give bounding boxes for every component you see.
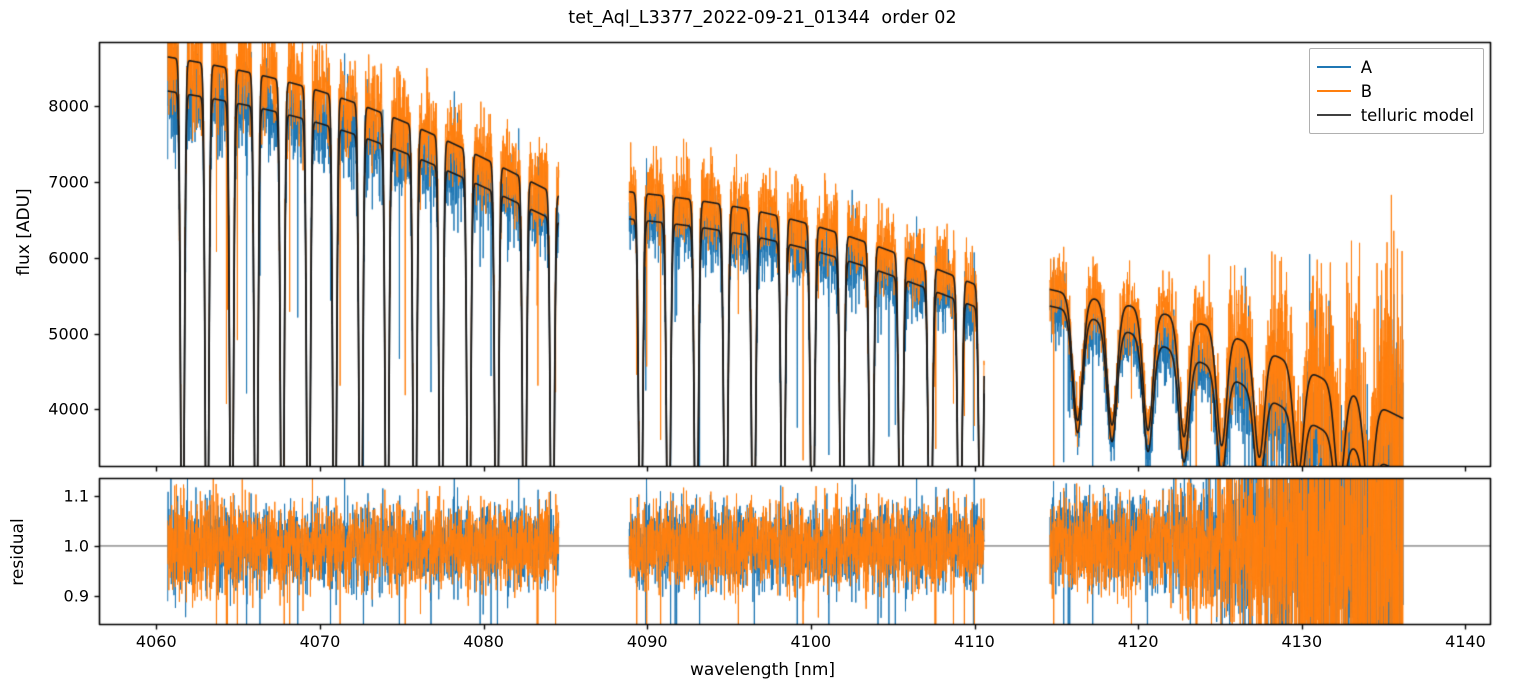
wavelength-xtick-label: 4100 (790, 632, 832, 651)
wavelength-xtick-label: 4060 (135, 632, 177, 651)
flux-ytick-label: 8000 (48, 96, 89, 116)
legend-swatch-b (1316, 90, 1351, 92)
wavelength-axis-label: wavelength [nm] (689, 660, 836, 680)
legend-entry: B (1316, 79, 1474, 103)
wavelength-xtick-label: 4120 (1117, 632, 1159, 651)
wavelength-xtick-label: 4080 (463, 632, 504, 651)
legend-entry: A (1316, 55, 1474, 79)
residual-ytick-label: 0.9 (63, 586, 89, 606)
legend-swatch-telluric-model (1316, 114, 1351, 116)
wavelength-xtick-label: 4090 (626, 632, 668, 651)
figure-title: tet_Aql_L3377_2022-09-21_01344 order 02 (568, 8, 957, 28)
flux-ytick-label: 6000 (48, 248, 89, 268)
residual-ytick-label: 1.0 (63, 536, 89, 556)
legend-swatch-a (1316, 66, 1351, 68)
flux-axis-label: flux [ADU] (14, 188, 34, 276)
wavelength-xtick-label: 4070 (299, 632, 341, 651)
residual-ytick-label: 1.1 (63, 486, 89, 506)
legend-entry: telluric model (1316, 103, 1474, 127)
legend-label: telluric model (1360, 105, 1474, 125)
wavelength-xtick-label: 4130 (1281, 632, 1323, 651)
legend-label: B (1360, 81, 1373, 101)
flux-ytick-label: 7000 (48, 172, 89, 192)
flux-ytick-label: 5000 (48, 324, 89, 343)
legend-label: A (1360, 57, 1372, 77)
flux-ytick-label: 4000 (48, 399, 89, 419)
wavelength-xtick-label: 4140 (1445, 632, 1486, 651)
wavelength-xtick-label: 4110 (954, 632, 995, 651)
